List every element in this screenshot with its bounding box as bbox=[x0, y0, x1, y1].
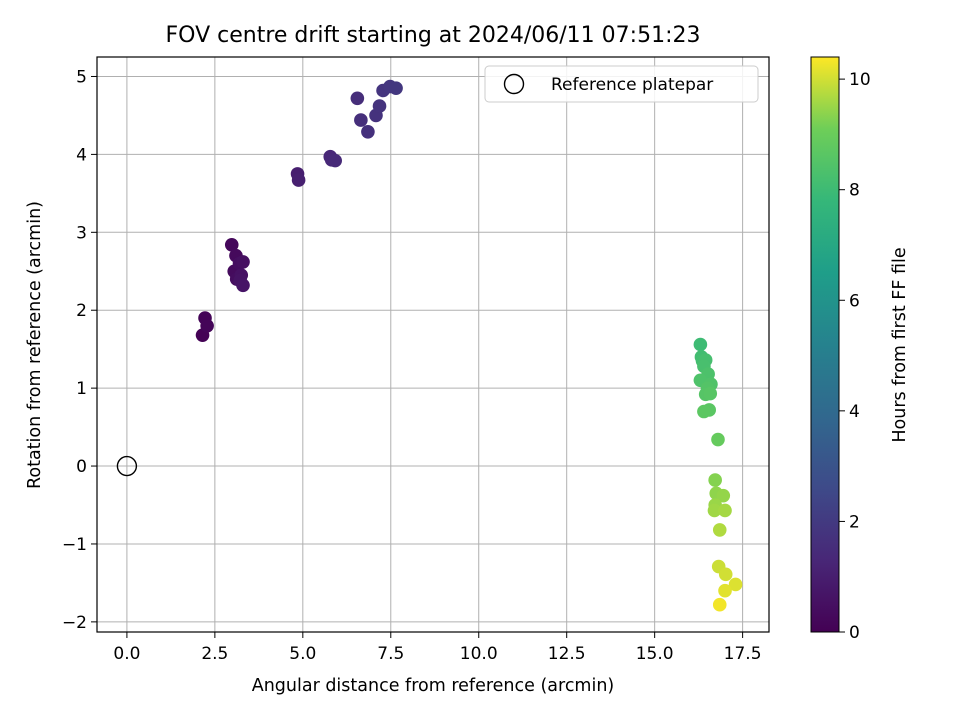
data-point bbox=[200, 319, 214, 333]
y-axis-ticks: −2 −1 0 1 2 3 4 5 bbox=[62, 67, 97, 633]
plot-frame bbox=[96, 56, 770, 633]
data-point bbox=[224, 237, 239, 252]
colorbar-tick-label: 6 bbox=[849, 291, 860, 311]
data-point bbox=[716, 488, 731, 503]
grid-lines bbox=[97, 57, 769, 632]
colorbar-tick-label: 4 bbox=[849, 402, 860, 422]
data-points bbox=[195, 79, 743, 612]
data-point bbox=[718, 503, 732, 518]
data-point bbox=[389, 81, 403, 95]
x-tick-label: 5.0 bbox=[289, 644, 316, 664]
colorbar-ticks: 0 2 4 6 8 10 bbox=[839, 70, 871, 643]
x-tick-label: 7.5 bbox=[377, 644, 404, 664]
data-point bbox=[703, 386, 718, 401]
legend: Reference platepar bbox=[484, 65, 759, 103]
x-tick-label: 15.0 bbox=[636, 644, 674, 664]
data-point bbox=[693, 337, 708, 352]
data-point bbox=[712, 597, 727, 612]
x-tick-label: 0.0 bbox=[113, 644, 140, 664]
colorbar: 0 2 4 6 8 10 Hours from first FF file bbox=[810, 56, 910, 643]
legend-label: Reference platepar bbox=[551, 75, 713, 95]
data-point bbox=[361, 124, 375, 139]
legend-marker bbox=[503, 73, 525, 95]
x-axis-ticks: 0.0 2.5 5.0 7.5 10.0 12.5 15.0 17.5 bbox=[113, 632, 762, 664]
colorbar-label: Hours from first FF file bbox=[890, 247, 910, 442]
y-tick-label: 3 bbox=[76, 223, 87, 243]
y-tick-label: −1 bbox=[62, 535, 87, 555]
chart-title: FOV centre drift starting at 2024/06/11 … bbox=[166, 23, 701, 48]
y-tick-label: −2 bbox=[62, 613, 87, 633]
data-point bbox=[728, 577, 743, 592]
data-point bbox=[328, 153, 342, 168]
colorbar-tick-label: 2 bbox=[849, 512, 860, 532]
x-tick-label: 12.5 bbox=[548, 644, 586, 664]
x-tick-label: 17.5 bbox=[724, 644, 762, 664]
data-point bbox=[236, 278, 250, 293]
data-point bbox=[711, 432, 725, 447]
data-point bbox=[718, 583, 732, 598]
colorbar-tick-label: 10 bbox=[849, 70, 871, 90]
y-tick-label: 4 bbox=[76, 145, 87, 165]
colorbar-tick-label: 0 bbox=[849, 623, 860, 643]
y-tick-label: 1 bbox=[76, 379, 87, 399]
y-tick-label: 5 bbox=[76, 67, 87, 87]
x-axis-label: Angular distance from reference (arcmin) bbox=[252, 676, 615, 696]
data-point bbox=[354, 113, 368, 127]
reference-marker bbox=[116, 455, 138, 477]
y-axis-label: Rotation from reference (arcmin) bbox=[25, 201, 45, 489]
colorbar-gradient bbox=[810, 56, 840, 633]
x-tick-label: 10.0 bbox=[460, 644, 498, 664]
data-point bbox=[712, 523, 727, 537]
data-point bbox=[707, 503, 722, 518]
y-tick-label: 2 bbox=[76, 301, 87, 321]
colorbar-tick-label: 8 bbox=[849, 181, 860, 201]
data-point bbox=[372, 99, 387, 113]
data-point bbox=[718, 567, 733, 582]
y-tick-label: 0 bbox=[76, 457, 87, 477]
data-point bbox=[350, 91, 365, 106]
data-point bbox=[697, 404, 711, 419]
legend-box bbox=[484, 65, 759, 103]
data-point bbox=[236, 255, 250, 269]
data-point bbox=[291, 173, 306, 187]
data-point bbox=[708, 473, 722, 487]
reference-point bbox=[116, 455, 138, 477]
x-tick-label: 2.5 bbox=[201, 644, 228, 664]
